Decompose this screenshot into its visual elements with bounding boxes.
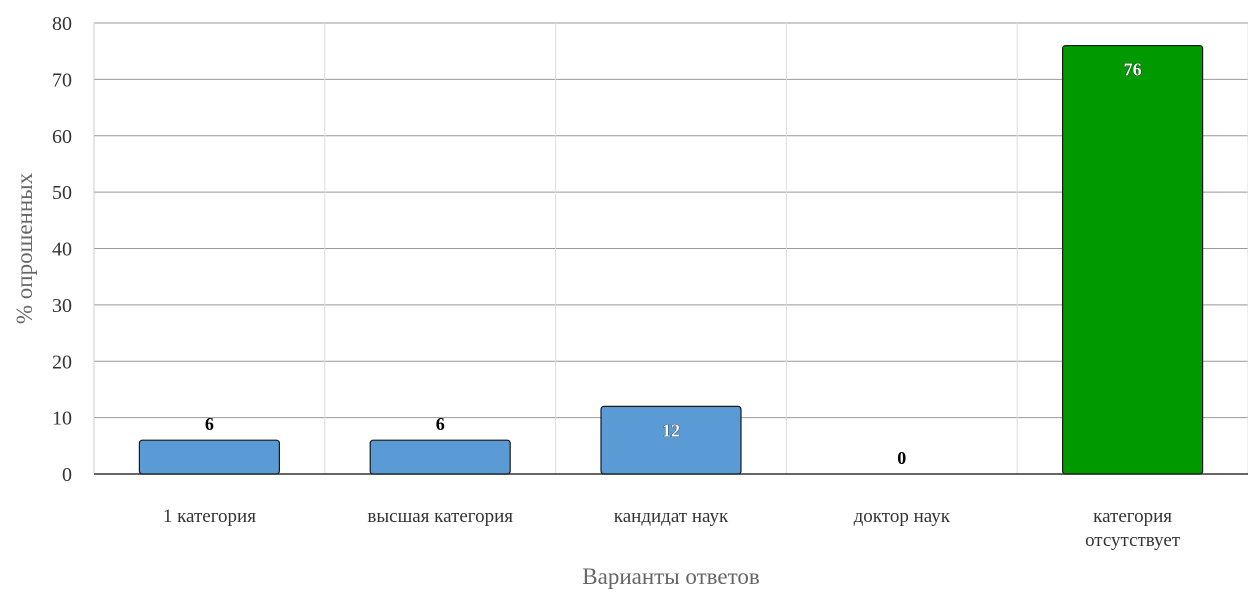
x-category-label: категория отсутствует <box>1085 506 1181 551</box>
y-tick-label: 60 <box>52 126 72 148</box>
x-category-label: 1 категория <box>163 506 256 527</box>
bar <box>1061 44 1204 475</box>
y-axis-ticks: 0 10 20 30 40 50 60 70 80 <box>52 13 72 486</box>
y-tick-label: 30 <box>52 295 72 317</box>
data-label: 76 <box>1124 60 1142 80</box>
bar <box>369 439 511 475</box>
y-tick-label: 20 <box>52 351 72 373</box>
x-category-label-line: кандидат наук <box>614 506 729 527</box>
bar <box>138 439 280 475</box>
data-labels: 6 6 12 0 76 <box>205 59 1142 468</box>
x-category-label-line: высшая категория <box>367 506 513 527</box>
x-category-label: высшая категория <box>367 506 513 527</box>
y-tick-label: 50 <box>52 182 72 204</box>
x-category-label: доктор наук <box>854 506 951 527</box>
data-label: 6 <box>436 414 445 434</box>
x-category-label: кандидат наук <box>614 506 729 527</box>
data-label: 12 <box>662 420 680 440</box>
x-axis-categories: 1 категория высшая категория кандидат наук… <box>163 506 1181 551</box>
y-tick-label: 0 <box>62 464 72 486</box>
data-label: 6 <box>205 414 214 434</box>
x-category-label-line: 1 категория <box>163 506 256 527</box>
y-tick-label: 40 <box>52 239 72 261</box>
x-category-label-line: отсутствует <box>1085 530 1181 551</box>
x-category-label-line: доктор наук <box>854 506 951 527</box>
y-tick-label: 10 <box>52 408 72 430</box>
bars <box>138 44 1204 475</box>
x-axis-title: Варианты ответов <box>582 564 760 589</box>
y-tick-label: 80 <box>52 13 72 35</box>
data-label: 0 <box>897 448 906 468</box>
y-axis-title: % опрошенных <box>12 172 37 324</box>
x-category-label-line: категория <box>1093 506 1172 527</box>
y-tick-label: 70 <box>52 69 72 91</box>
bar <box>600 405 742 475</box>
